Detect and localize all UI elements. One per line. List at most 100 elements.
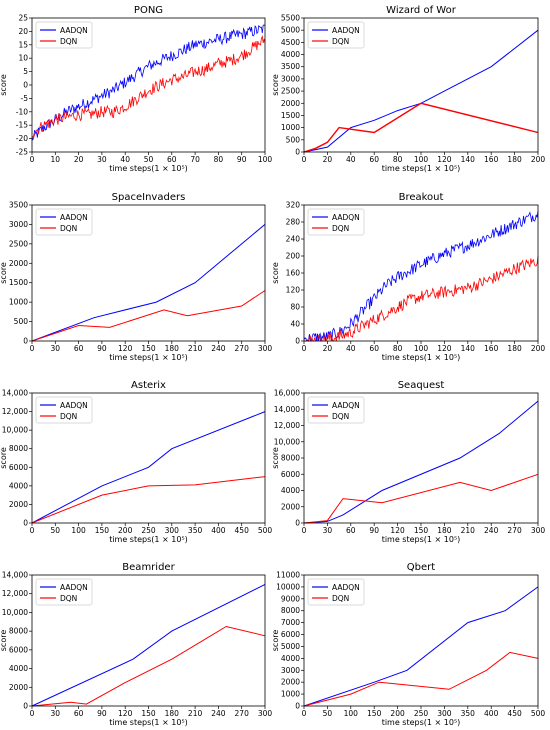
x-tick-label: 0 [30,709,35,718]
y-axis-label: score [0,630,8,652]
x-tick-label: 180 [165,344,180,353]
legend: AADQN DQN [35,578,93,606]
x-tick-label: 180 [507,344,522,353]
x-axis-label: time steps(1 × 10⁵) [382,718,461,727]
x-tick-label: 80 [393,155,403,164]
x-tick-label: 100 [258,155,273,164]
y-tick-label: 12,000 [2,407,28,416]
legend: AADQN DQN [35,208,93,236]
y-tick-label: 5000 [281,642,300,651]
y-tick-label: 9000 [281,594,300,603]
series-line-dqn [31,476,266,524]
x-tick-label: 250 [414,709,429,718]
series-group [303,210,539,342]
y-tick-label: 20 [18,27,28,36]
chart-beamrider: 0 30 60 90 120 150 180 210 240 270 300 0 2000 4000 600… [0,562,272,727]
series-line-aadqn [303,586,539,707]
legend: AADQN DQN [307,208,365,236]
series-line-aadqn [31,583,266,707]
y-tick-label: 4000 [281,486,300,495]
y-tick-label: 5 [23,67,28,76]
x-tick-label: 0 [302,709,307,718]
legend-label-aadqn: AADQN [332,26,360,35]
y-tick-label: 16,000 [274,389,300,398]
y-tick-label: 12,000 [274,421,300,430]
y-tick-label: 10,000 [2,426,28,435]
x-tick-label: 270 [507,526,522,535]
y-tick-label: 2000 [281,502,300,511]
y-tick-label: 4000 [9,481,28,490]
y-tick-label: 8000 [9,627,28,636]
legend-label-aadqn: AADQN [332,583,360,592]
y-tick-label: 25 [18,14,28,23]
y-tick-label: 3000 [281,666,300,675]
x-tick-label: 140 [461,155,476,164]
y-tick-label: 280 [286,218,301,227]
series-line-aadqn [31,224,266,342]
y-tick-label: -15 [16,121,28,130]
y-tick-label: 3500 [9,201,28,210]
y-tick-label: -25 [16,148,28,157]
y-tick-label: 160 [286,269,301,278]
x-tick-label: 180 [507,155,522,164]
y-tick-label: 14,000 [2,571,28,580]
y-tick-label: 14,000 [274,405,300,414]
y-tick-label: 0 [295,519,300,528]
x-tick-label: 100 [344,709,359,718]
y-tick-label: 6000 [281,470,300,479]
x-tick-label: 50 [51,526,61,535]
x-tick-label: 200 [118,526,133,535]
x-tick-label: 60 [167,155,177,164]
chart-title: Wizard of Wor [386,5,457,16]
x-tick-label: 90 [97,344,107,353]
y-axis-label: score [271,630,280,652]
y-tick-label: 2000 [281,99,300,108]
x-tick-label: 40 [346,155,356,164]
series-group [31,411,266,524]
legend-label-dqn: DQN [60,37,77,46]
legend-label-aadqn: AADQN [332,213,360,222]
series-line-aadqn [303,210,539,342]
y-tick-label: 3000 [9,220,28,229]
series-group [303,400,539,524]
series-line-aadqn [303,29,539,153]
series-line-dqn [304,256,539,342]
y-tick-label: 1000 [281,690,300,699]
y-tick-label: 1500 [9,278,28,287]
y-tick-label: -20 [16,134,28,143]
y-tick-label: 5000 [281,26,300,35]
x-tick-label: 180 [165,709,180,718]
x-axis-label: time steps(1 × 10⁵) [382,353,461,362]
legend-label-aadqn: AADQN [60,213,88,222]
x-tick-label: 0 [30,344,35,353]
x-tick-label: 240 [211,709,226,718]
legend: AADQN DQN [35,21,93,49]
y-tick-label: 240 [286,235,301,244]
x-tick-label: 300 [258,344,273,353]
chart-asterix: 0 50 100 150 200 250 300 350 400 450 500 0 2000 4000 6… [0,380,272,544]
x-tick-label: 30 [323,526,333,535]
x-tick-label: 350 [461,709,476,718]
chart-title: PONG [134,5,163,16]
y-tick-label: 8000 [9,444,28,453]
x-tick-label: 270 [235,344,250,353]
series-line-dqn [31,34,266,138]
series-line-dqn [303,102,539,153]
y-tick-label: 2000 [9,683,28,692]
x-tick-label: 60 [369,155,379,164]
y-tick-label: -5 [21,94,29,103]
y-axis-label: score [271,262,280,284]
y-tick-label: -10 [16,107,28,116]
chart-wizard-of-wor: 0 20 40 60 80 100 120 140 160 180 2000500100015002… [271,5,545,173]
legend-label-dqn: DQN [332,412,349,421]
series-line-dqn [303,651,539,707]
x-tick-label: 80 [393,344,403,353]
x-tick-label: 450 [235,526,250,535]
x-tick-label: 350 [188,526,203,535]
y-tick-label: 8000 [281,606,300,615]
y-tick-label: 7000 [281,618,300,627]
y-axis-label: score [0,262,8,284]
y-tick-label: 6000 [9,463,28,472]
y-tick-label: 1000 [281,123,300,132]
